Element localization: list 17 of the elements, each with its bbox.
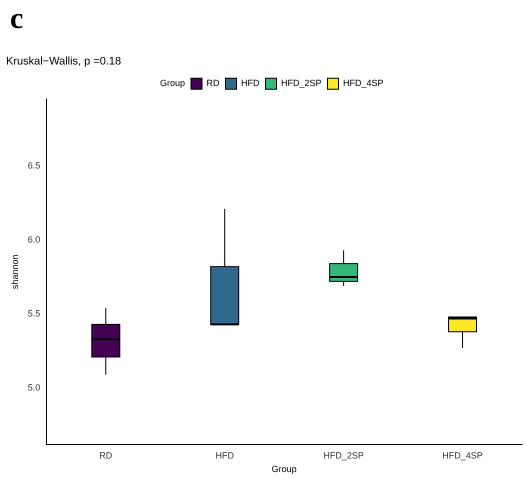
y-tick-label: 5.0 (28, 382, 40, 393)
legend-label: HFD_2SP (280, 78, 322, 88)
y-tick-label: 5.5 (28, 308, 40, 319)
chart-title: Kruskal−Wallis, p =0.18 (6, 56, 122, 68)
y-axis-title: shannon (10, 254, 20, 290)
x-tick-label: HFD_4SP (442, 450, 483, 460)
x-axis-title: Group (272, 464, 297, 474)
text: c (10, 2, 24, 36)
legend-title: Group (160, 78, 185, 88)
legend-label: RD (206, 78, 220, 88)
x-tick-label: HFD_2SP (323, 450, 364, 460)
legend-label: HFD (240, 78, 260, 88)
y-tick-label: 6.5 (28, 160, 40, 170)
x-tick-label: HFD (215, 450, 234, 460)
y-tick-label: 6.0 (28, 234, 40, 244)
x-tick-label: RD (99, 450, 113, 460)
legend-label: HFD_4SP (343, 78, 384, 88)
